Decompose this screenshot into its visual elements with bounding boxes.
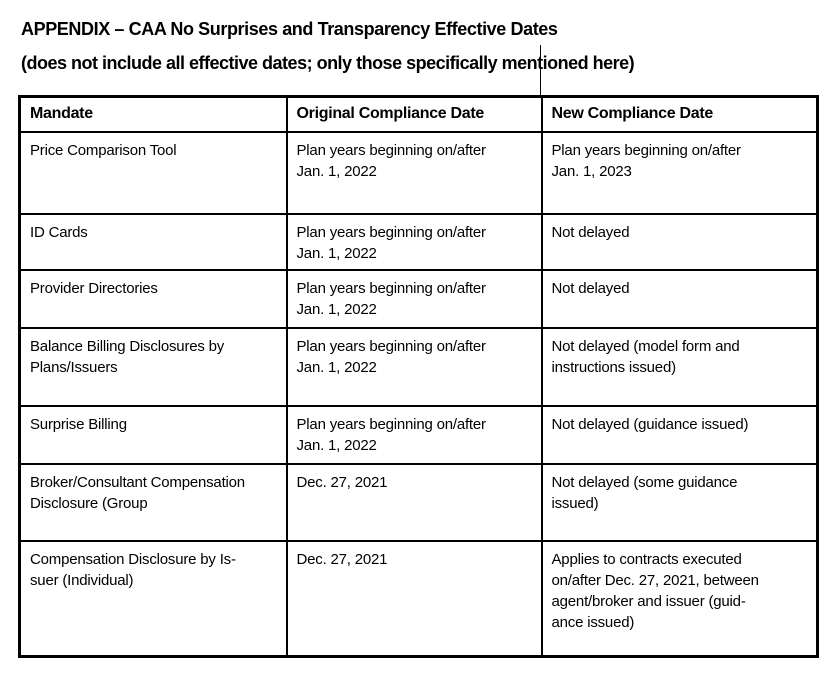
table-row-compensation-disclosure-issuer: Compensation Disclosure by Is- suer (Ind… (18, 539, 819, 658)
cell-new-compliance-date: Plan years beginning on/after Jan. 1, 20… (540, 130, 819, 215)
cell-mandate: Broker/Consultant Compensation Disclosur… (18, 462, 288, 542)
cell-mandate: ID Cards (18, 212, 288, 271)
column-header-original-compliance-date: Original Compliance Date (285, 95, 543, 133)
document-title: APPENDIX – CAA No Surprises and Transpar… (21, 19, 558, 39)
table-row-provider-directories: Provider Directories Plan years beginnin… (18, 268, 819, 329)
cell-original-compliance-date: Plan years beginning on/after Jan. 1, 20… (285, 130, 543, 215)
cell-original-compliance-date: Plan years beginning on/after Jan. 1, 20… (285, 212, 543, 271)
table-row-price-comparison-tool: Price Comparison Tool Plan years beginni… (18, 130, 819, 215)
table-row-surprise-billing: Surprise Billing Plan years beginning on… (18, 404, 819, 465)
cell-mandate: Balance Billing Disclosures by Plans/Iss… (18, 326, 288, 407)
cell-original-compliance-date: Plan years beginning on/after Jan. 1, 20… (285, 326, 543, 407)
table-row-balance-billing-disclosures: Balance Billing Disclosures by Plans/Iss… (18, 326, 819, 407)
cell-mandate: Compensation Disclosure by Is- suer (Ind… (18, 539, 288, 658)
cell-new-compliance-date: Not delayed (model form and instructions… (540, 326, 819, 407)
cell-mandate: Provider Directories (18, 268, 288, 329)
cell-mandate: Surprise Billing (18, 404, 288, 465)
cell-mandate: Price Comparison Tool (18, 130, 288, 215)
cell-original-compliance-date: Dec. 27, 2021 (285, 462, 543, 542)
table-row-broker-consultant-compensation: Broker/Consultant Compensation Disclosur… (18, 462, 819, 542)
cell-new-compliance-date: Not delayed (guidance issued) (540, 404, 819, 465)
document-subtitle: (does not include all effective dates; o… (21, 53, 635, 73)
effective-dates-table: Mandate Original Compliance Date New Com… (18, 95, 819, 658)
cell-new-compliance-date: Not delayed (540, 212, 819, 271)
cell-original-compliance-date: Plan years beginning on/after Jan. 1, 20… (285, 404, 543, 465)
table-row-id-cards: ID Cards Plan years beginning on/after J… (18, 212, 819, 271)
header-row: Mandate Original Compliance Date New Com… (18, 95, 819, 133)
column-header-mandate: Mandate (18, 95, 288, 133)
cell-original-compliance-date: Plan years beginning on/after Jan. 1, 20… (285, 268, 543, 329)
cell-new-compliance-date: Not delayed (540, 268, 819, 329)
cell-new-compliance-date: Not delayed (some guidance issued) (540, 462, 819, 542)
cell-new-compliance-date: Applies to contracts executed on/after D… (540, 539, 819, 658)
stray-vertical-line (540, 45, 541, 95)
column-header-new-compliance-date: New Compliance Date (540, 95, 819, 133)
cell-original-compliance-date: Dec. 27, 2021 (285, 539, 543, 658)
